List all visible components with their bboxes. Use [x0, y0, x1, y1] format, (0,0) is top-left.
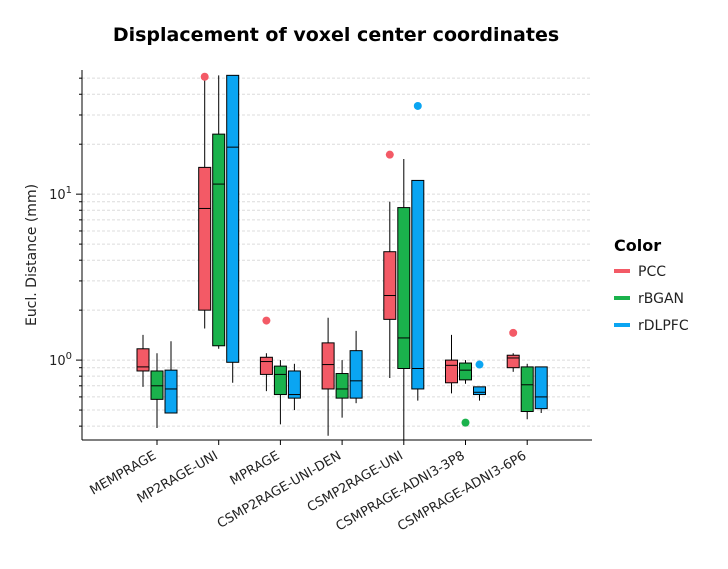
box-rect [459, 362, 472, 381]
box-rdlpfc [473, 360, 486, 401]
box-rect [273, 365, 287, 396]
legend-label-rbgan: rBGAN [638, 291, 684, 307]
legend-label-pcc: PCC [638, 264, 666, 280]
box-rdlpfc [226, 74, 240, 383]
box-rect [198, 166, 212, 311]
box-rect [349, 350, 363, 399]
box-rect [287, 370, 301, 399]
box-rdlpfc [534, 366, 548, 413]
box-rbgan [520, 363, 534, 420]
box-rect [445, 359, 458, 384]
legend-label-rdlpfc: rDLPFC [638, 318, 689, 334]
box-pcc [383, 150, 397, 379]
box-rbgan [273, 360, 287, 425]
box-rbgan [212, 75, 226, 349]
box-pcc [259, 316, 273, 392]
box-plots [136, 72, 548, 440]
outlier-point [475, 360, 484, 369]
box-rdlpfc [164, 341, 178, 414]
box-rdlpfc [287, 363, 301, 411]
y-tick-label: 100 [49, 351, 72, 369]
box-pcc [445, 334, 458, 394]
box-rect [534, 366, 548, 410]
x-tick-label: MPRAGE [228, 448, 283, 488]
box-rect [164, 369, 178, 414]
box-rbgan [150, 353, 164, 428]
box-rbgan [335, 360, 349, 418]
box-pcc [136, 334, 150, 387]
outlier-point [262, 316, 271, 325]
box-rdlpfc [411, 101, 425, 401]
box-rect [150, 370, 164, 400]
box-rbgan [397, 158, 411, 440]
box-rect [136, 348, 150, 372]
box-rect [335, 373, 349, 399]
box-rect [212, 133, 226, 347]
chart-title: Displacement of voxel center coordinates [113, 24, 559, 46]
outlier-point [509, 328, 518, 337]
box-rect [411, 179, 425, 390]
box-rect [259, 356, 273, 375]
box-rdlpfc [349, 330, 363, 404]
grid-lines [82, 77, 592, 427]
box-rect [520, 366, 534, 413]
box-rbgan [459, 360, 472, 427]
legend: Color PCC rBGAN rDLPFC [614, 236, 689, 334]
box-pcc [506, 328, 520, 372]
box-rect [397, 207, 411, 369]
box-rect [383, 251, 397, 320]
box-rect [506, 354, 520, 369]
box-rect [321, 342, 335, 390]
y-axis-label: Eucl. Distance (mm) [24, 184, 40, 326]
box-pcc [198, 72, 212, 329]
outlier-point [413, 101, 422, 110]
legend-title: Color [614, 236, 661, 255]
y-tick-label: 101 [49, 185, 72, 203]
outlier-point [200, 72, 209, 81]
box-pcc [321, 317, 335, 436]
outlier-point [385, 150, 394, 159]
box-rect [473, 386, 486, 396]
outlier-point [461, 418, 470, 427]
box-rect [226, 74, 240, 363]
